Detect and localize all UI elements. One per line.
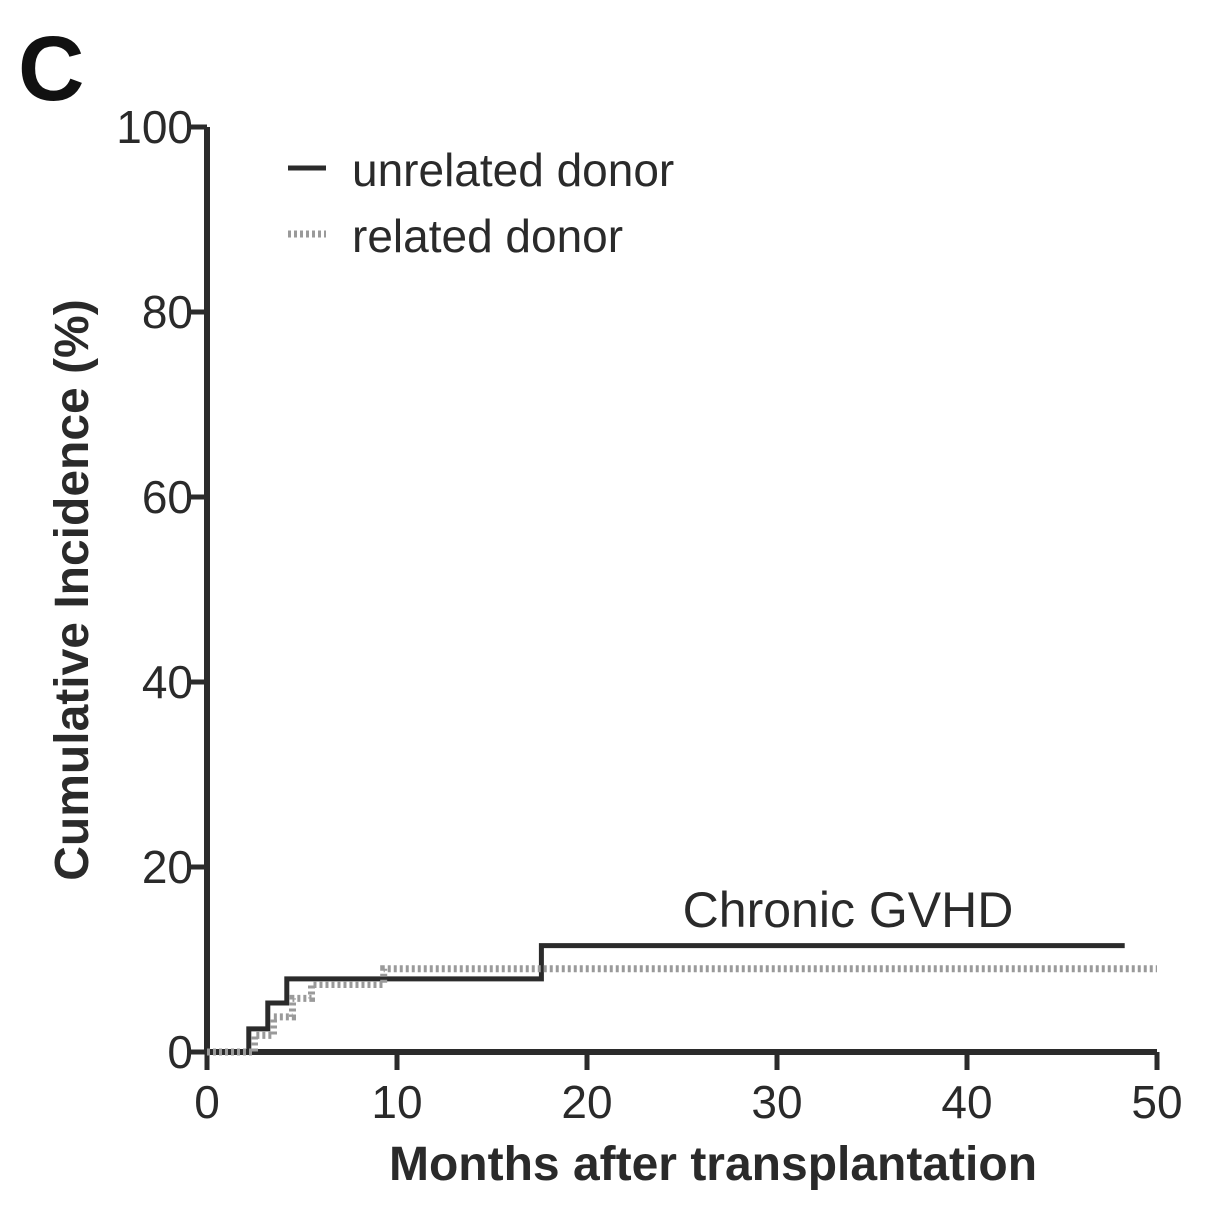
series-line-related-donor: [207, 965, 1157, 1056]
y-tick-label: 100: [116, 101, 193, 153]
y-tick-label: 80: [142, 286, 193, 338]
panel-label: C: [18, 18, 84, 120]
x-tick-label: 10: [371, 1076, 422, 1128]
series-line-unrelated-donor: [207, 943, 1125, 1055]
legend-entry-label: related donor: [352, 210, 623, 262]
legend: unrelated donor related donor: [288, 144, 674, 262]
legend-entry-label: unrelated donor: [352, 144, 674, 196]
series-layer: [207, 943, 1157, 1056]
axes: 0 20 40 60 80 100 0 10 20 30 40 50: [116, 101, 1182, 1128]
x-tick-label: 0: [194, 1076, 220, 1128]
chronic-gvhd-annotation: Chronic GVHD: [683, 882, 1014, 938]
y-tick-label: 40: [142, 656, 193, 708]
y-tick-label: 0: [167, 1026, 193, 1078]
y-tick-label: 20: [142, 841, 193, 893]
x-tick-label: 30: [751, 1076, 802, 1128]
x-tick-label: 40: [941, 1076, 992, 1128]
x-tick-label: 50: [1131, 1076, 1182, 1128]
y-axis-title: Cumulative Incidence (%): [46, 299, 99, 880]
x-tick-label: 20: [561, 1076, 612, 1128]
x-axis-title: Months after transplantation: [389, 1138, 1037, 1191]
y-tick-label: 60: [142, 471, 193, 523]
